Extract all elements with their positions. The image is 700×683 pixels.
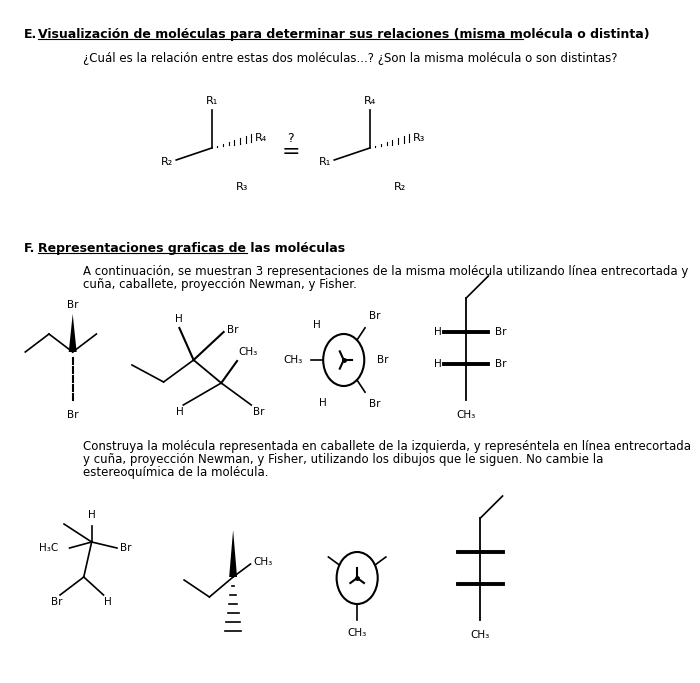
Polygon shape [229, 530, 237, 577]
Text: H: H [88, 510, 95, 520]
Text: Br: Br [495, 359, 506, 369]
Text: A continuación, se muestran 3 representaciones de la misma molécula utilizando l: A continuación, se muestran 3 representa… [83, 265, 688, 278]
Text: CH₃: CH₃ [239, 347, 258, 357]
Polygon shape [69, 314, 76, 352]
Text: Representaciones graficas de las moléculas: Representaciones graficas de las molécul… [38, 242, 345, 255]
Text: CH₃: CH₃ [471, 630, 490, 640]
Text: CH₃: CH₃ [284, 355, 303, 365]
Text: R₂: R₂ [160, 157, 173, 167]
Text: H: H [176, 314, 183, 324]
Text: H₃C: H₃C [39, 543, 59, 553]
Text: Visualización de moléculas para determinar sus relaciones (misma molécula o dist: Visualización de moléculas para determin… [38, 28, 650, 41]
Text: ?: ? [288, 132, 294, 145]
Text: R₄: R₄ [256, 133, 267, 143]
Text: cuña, caballete, proyección Newman, y Fisher.: cuña, caballete, proyección Newman, y Fi… [83, 278, 357, 291]
Text: CH₃: CH₃ [456, 410, 476, 420]
Text: R₁: R₁ [206, 96, 218, 106]
Polygon shape [368, 146, 392, 176]
Text: H: H [104, 597, 112, 607]
Text: Br: Br [495, 327, 506, 337]
Text: ¿Cuál es la relación entre estas dos moléculas...? ¿Son la misma molécula o son : ¿Cuál es la relación entre estas dos mol… [83, 52, 617, 65]
Text: CH₃: CH₃ [253, 557, 273, 567]
Text: =: = [281, 142, 300, 162]
Text: H: H [176, 407, 184, 417]
Text: E.: E. [24, 28, 37, 41]
Text: Br: Br [51, 597, 62, 607]
Text: Br: Br [67, 410, 78, 420]
Text: R₃: R₃ [237, 182, 248, 192]
Text: Br: Br [377, 355, 389, 365]
Text: Br: Br [120, 543, 132, 553]
Text: H: H [319, 398, 327, 408]
Text: H: H [434, 327, 442, 337]
Text: Br: Br [369, 399, 381, 409]
Text: F.: F. [24, 242, 35, 255]
Text: R₄: R₄ [364, 96, 376, 106]
Text: y cuña, proyección Newman, y Fisher, utilizando los dibujos que le siguen. No ca: y cuña, proyección Newman, y Fisher, uti… [83, 453, 603, 466]
Polygon shape [210, 146, 234, 176]
Text: estereoquímica de la molécula.: estereoquímica de la molécula. [83, 466, 269, 479]
Text: Br: Br [227, 325, 238, 335]
Text: R₁: R₁ [318, 157, 331, 167]
Text: Construya la molécula representada en caballete de la izquierda, y represéntela : Construya la molécula representada en ca… [83, 440, 691, 453]
Text: H: H [313, 320, 321, 331]
Text: H: H [434, 359, 442, 369]
Text: CH₃: CH₃ [347, 628, 367, 638]
Text: Br: Br [253, 407, 265, 417]
Text: Br: Br [67, 300, 78, 310]
Text: Br: Br [369, 311, 381, 321]
Text: R₃: R₃ [413, 133, 426, 143]
Text: R₂: R₂ [394, 182, 407, 192]
